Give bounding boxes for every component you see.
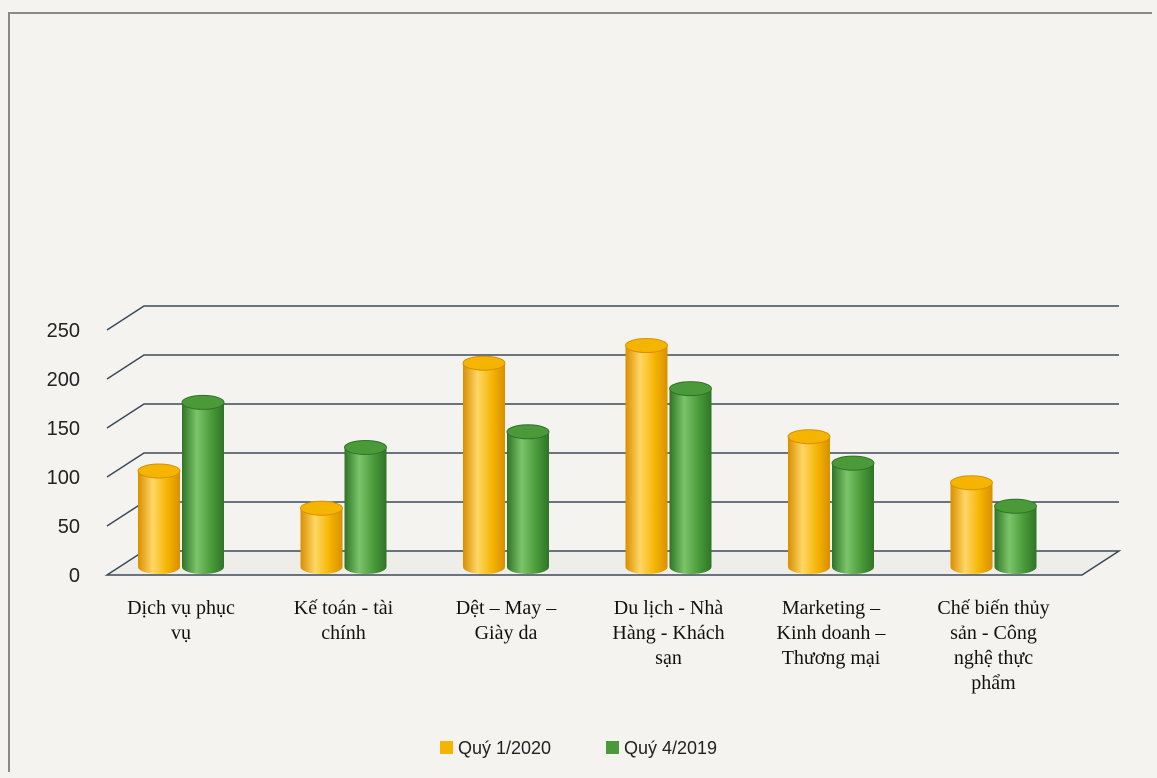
y-tick-label: 50 [58,516,80,538]
bar-body [950,482,993,574]
bar [787,429,831,574]
legend-label: Quý 1/2020 [458,738,551,758]
x-axis-labels: Dịch vụ phục vụ Kế toán - tài chính Dệt – Ma… [127,597,1049,694]
y-tick-label: 100 [47,467,80,489]
bar-top [994,498,1037,514]
x-tick-label: Du lịch - Nhà Hàng - Khách sạn [612,597,724,669]
bar [669,381,712,574]
legend-label: Quý 4/2019 [624,738,717,758]
bar-top [137,463,181,479]
y-tick-label: 150 [47,418,80,440]
gridline [106,403,1119,429]
bar-top [625,338,668,354]
bar [462,355,506,574]
x-tick-label: Kế toán - tài chính [294,597,394,644]
bar-top [300,500,343,516]
bar [994,498,1037,574]
legend-swatch [606,741,619,754]
bar-top [181,394,225,410]
bar-top [831,455,875,471]
bar-body [788,436,830,574]
chart-frame [8,12,1152,772]
bar-body [832,463,874,574]
bar-body [463,363,505,574]
bar-body [994,506,1037,574]
gridline [106,452,1119,478]
bar [300,500,343,574]
bar-top [787,429,831,445]
bar [137,463,181,574]
x-tick-label: Marketing – Kinh doanh – Thương mại [777,597,887,669]
bar-top [950,475,993,491]
bar-top [462,355,506,371]
bar [950,475,993,574]
bar-body [507,431,549,574]
bar-body [300,508,343,574]
bar-top [669,381,712,397]
bar [344,439,387,574]
bar-body [669,388,712,574]
bar-top [344,439,387,455]
legend-swatch [440,741,453,754]
x-tick-label: Dịch vụ phục vụ [127,597,235,644]
bar-body [625,345,668,574]
bar [181,394,225,574]
gridline [106,305,1119,331]
bar [625,338,668,574]
y-axis-ticks: 0 50 100 150 200 250 [47,320,80,587]
x-tick-label: Dệt – May – Giày da [456,597,558,644]
bar-body [344,447,387,574]
legend: Quý 1/2020 Quý 4/2019 [440,738,717,758]
x-tick-label: Chế biến thủy sản - Công nghệ thực phẩm [937,597,1049,694]
y-tick-label: 200 [47,369,80,391]
bar-body [182,402,224,574]
bar-top [506,424,550,440]
y-tick-label: 0 [69,565,80,587]
y-tick-label: 250 [47,320,80,342]
gridline [106,354,1119,380]
bar [506,424,550,574]
bar-body [138,471,180,574]
bar [831,455,875,574]
bars [137,338,1037,574]
